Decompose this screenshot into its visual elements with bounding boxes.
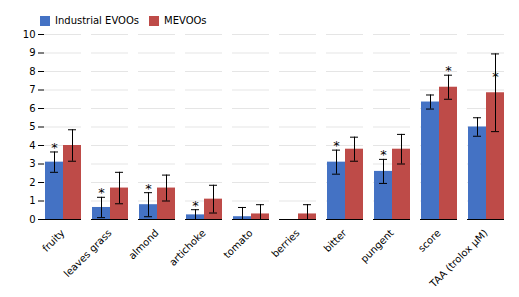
svg-text:8: 8 (29, 66, 35, 77)
svg-text:1: 1 (29, 195, 35, 206)
svg-text:*: * (380, 147, 387, 162)
svg-text:*: * (98, 185, 105, 200)
svg-text:*: * (492, 69, 499, 84)
svg-text:9: 9 (29, 47, 35, 58)
svg-text:pungent: pungent (358, 227, 395, 264)
svg-text:2: 2 (29, 177, 35, 188)
html-text:Industrial EVOOs: Industrial EVOOs (55, 15, 139, 26)
svg-text:*: * (445, 63, 452, 78)
svg-text:*: * (192, 198, 199, 213)
svg-text:berries: berries (269, 227, 301, 259)
svg-text:5: 5 (29, 121, 35, 132)
svg-text:score: score (416, 227, 443, 254)
svg-text:7: 7 (29, 84, 35, 95)
svg-text:TAA (trolox μM): TAA (trolox μM) (427, 227, 490, 290)
svg-text:0: 0 (29, 214, 35, 225)
svg-text:fruity: fruity (40, 227, 67, 254)
svg-text:artichoke: artichoke (167, 227, 208, 268)
svg-text:*: * (145, 181, 152, 196)
svg-text:*: * (51, 140, 58, 155)
svg-text:3: 3 (29, 158, 35, 169)
svg-text:tomato: tomato (221, 227, 254, 260)
svg-text:4: 4 (29, 140, 35, 151)
svg-text:leaves grass: leaves grass (62, 227, 114, 279)
svg-text:bitter: bitter (322, 227, 350, 255)
html-text:MEVOOs: MEVOOs (164, 15, 207, 26)
svg-text:*: * (333, 138, 340, 153)
svg-text:almond: almond (126, 227, 160, 261)
svg-text:10: 10 (23, 29, 36, 40)
svg-text:6: 6 (29, 103, 35, 114)
